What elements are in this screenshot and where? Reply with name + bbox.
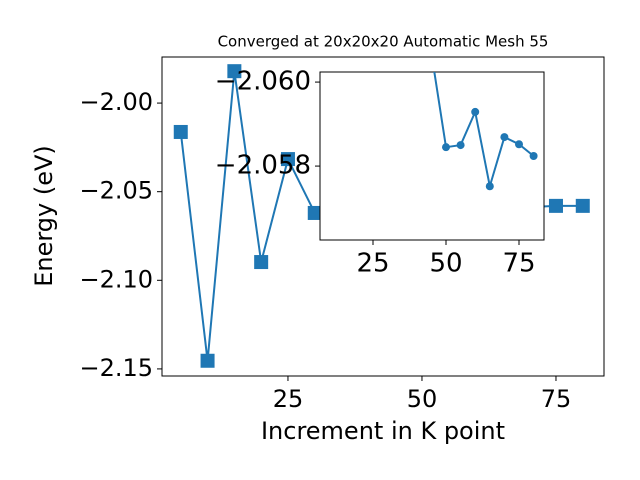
marker — [280, 152, 295, 167]
x-tick-label: 50 — [407, 385, 438, 413]
plot-area — [319, 71, 545, 241]
marker — [500, 133, 509, 142]
x-tick-label: 75 — [541, 385, 572, 413]
marker — [442, 143, 451, 152]
x-tick-label: 50 — [429, 249, 462, 279]
marker — [485, 182, 494, 191]
plot-content — [433, 72, 538, 191]
marker — [254, 255, 269, 270]
marker — [529, 152, 538, 160]
x-tick-label: 25 — [356, 249, 389, 279]
y-tick-label: −2.05 — [79, 177, 153, 205]
x-tick-label: 75 — [502, 249, 535, 279]
marker — [575, 198, 590, 213]
marker — [307, 205, 322, 220]
y-tick-label: −2.060 — [215, 67, 311, 97]
y-tick-label: −2.058 — [215, 151, 311, 181]
marker — [227, 64, 242, 79]
marker — [471, 107, 480, 116]
marker — [200, 353, 215, 368]
x-tick-label: 25 — [273, 385, 304, 413]
marker — [173, 124, 188, 139]
x-axis-label: Increment in K point — [261, 417, 505, 445]
chart-title: Converged at 20x20x20 Automatic Mesh 55 — [218, 33, 549, 51]
y-tick-label: −2.15 — [79, 354, 153, 382]
y-tick-label: −2.00 — [79, 88, 153, 116]
y-tick-label: −2.10 — [79, 265, 153, 293]
marker — [515, 140, 524, 149]
marker — [548, 198, 563, 213]
marker — [456, 141, 465, 150]
y-axis-label: Energy (eV) — [30, 145, 58, 287]
